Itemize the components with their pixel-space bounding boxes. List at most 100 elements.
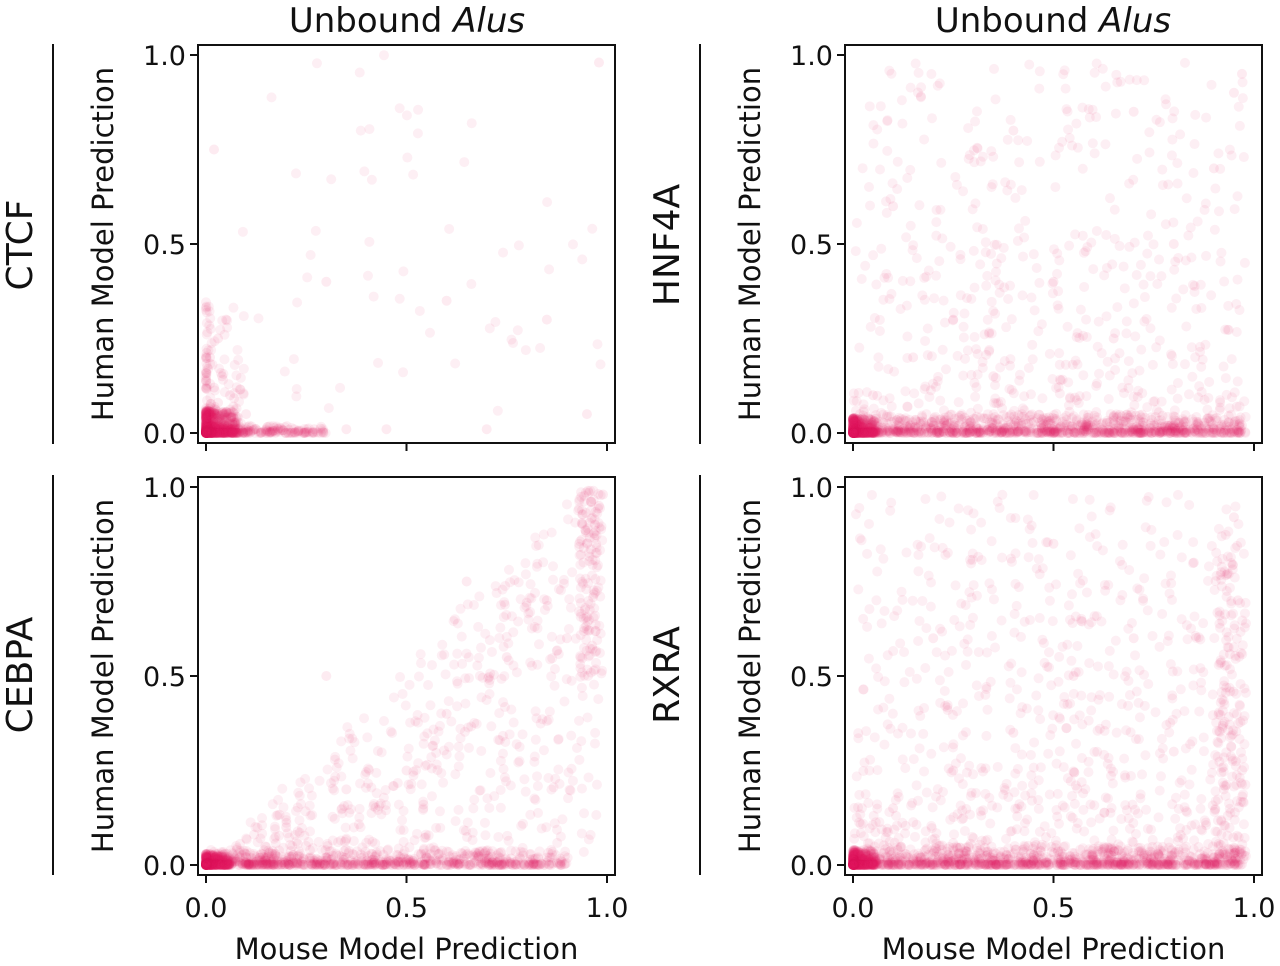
scatter-point [201, 407, 212, 418]
scatter-point [217, 408, 228, 419]
scatter-point [274, 426, 285, 437]
scatter-point [1161, 425, 1172, 436]
scatter-point [848, 427, 859, 438]
scatter-point [848, 423, 859, 434]
scatter-point [398, 266, 409, 277]
scatter-point [209, 410, 220, 421]
scatter-point [858, 421, 869, 432]
scatter-point [234, 384, 245, 395]
scatter-point [211, 421, 222, 432]
scatter-point [222, 315, 233, 326]
scatter-point [209, 413, 220, 424]
scatter-point [291, 391, 302, 402]
scatter-point [848, 427, 859, 438]
scatter-point [849, 427, 860, 438]
scatter-point [201, 427, 212, 438]
scatter-point [287, 427, 298, 438]
scatter-point [201, 427, 212, 438]
scatter-point [1043, 412, 1054, 423]
scatter-point [1128, 106, 1139, 117]
scatter-point [218, 425, 229, 436]
scatter-point [852, 417, 863, 428]
scatter-point [221, 427, 232, 438]
scatter-point [848, 427, 859, 438]
scatter-point [1169, 422, 1180, 433]
scatter-point [997, 425, 1008, 436]
scatter-point [201, 427, 212, 438]
scatter-point [854, 425, 865, 436]
scatter-point [1069, 427, 1080, 438]
scatter-point [848, 426, 858, 437]
y-tick-label: 0.5 [790, 230, 833, 261]
scatter-point [207, 426, 218, 437]
scatter-point [902, 331, 913, 342]
scatter-point [267, 425, 278, 436]
scatter-point [226, 427, 237, 438]
scatter-point [1153, 415, 1164, 426]
scatter-point [851, 421, 862, 432]
scatter-point [959, 427, 970, 438]
scatter-point [292, 297, 303, 308]
scatter-point [856, 427, 867, 438]
scatter-point [1077, 102, 1088, 113]
scatter-point [989, 412, 1000, 423]
scatter-point [531, 541, 542, 552]
scatter-point [226, 425, 237, 436]
scatter-point [851, 218, 862, 229]
scatter-point [318, 427, 329, 438]
scatter-point [255, 427, 266, 438]
scatter-point [930, 411, 941, 422]
scatter-point [508, 338, 519, 349]
scatter-point [949, 420, 960, 431]
scatter-point [889, 416, 900, 427]
scatter-point [217, 315, 228, 326]
scatter-point [1111, 69, 1122, 80]
scatter-point [299, 423, 310, 434]
scatter-point [304, 427, 315, 438]
scatter-point [1047, 374, 1058, 385]
scatter-point [201, 413, 212, 424]
scatter-point [865, 420, 876, 431]
scatter-point [228, 427, 239, 438]
scatter-point [853, 427, 864, 438]
scatter-point [214, 410, 225, 421]
scatter-point [1170, 426, 1181, 437]
scatter-point [1038, 427, 1049, 438]
scatter-point [201, 422, 212, 433]
scatter-point [202, 421, 213, 432]
scatter-point [201, 427, 212, 438]
scatter-point [222, 407, 233, 418]
scatter-point [994, 427, 1005, 438]
scatter-point [854, 420, 865, 431]
scatter-point [848, 414, 858, 425]
scatter-point [267, 427, 278, 438]
scatter-point [848, 425, 859, 436]
scatter-point [1112, 302, 1123, 313]
scatter-point [888, 201, 899, 212]
scatter-point [210, 427, 221, 438]
scatter-point [201, 411, 212, 422]
scatter-point [203, 408, 214, 419]
scatter-point [221, 424, 232, 435]
scatter-point [201, 406, 212, 417]
scatter-point [848, 422, 859, 433]
scatter-point [1232, 376, 1243, 387]
scatter-point [853, 427, 864, 438]
scatter-point [207, 426, 218, 437]
scatter-point [995, 427, 1006, 438]
scatter-point [1201, 422, 1212, 433]
scatter-point [277, 425, 288, 436]
scatter-point [853, 427, 864, 438]
scatter-point [857, 163, 868, 174]
scatter-point [303, 423, 314, 434]
scatter-point [201, 351, 212, 362]
scatter-point [270, 427, 281, 438]
scatter-point [291, 384, 302, 395]
scatter-point [220, 426, 231, 437]
scatter-point [1168, 411, 1179, 422]
scatter-point [354, 67, 365, 78]
scatter-point [218, 368, 229, 379]
scatter-point [226, 427, 237, 438]
scatter-point [219, 427, 230, 438]
scatter-point [858, 427, 869, 438]
